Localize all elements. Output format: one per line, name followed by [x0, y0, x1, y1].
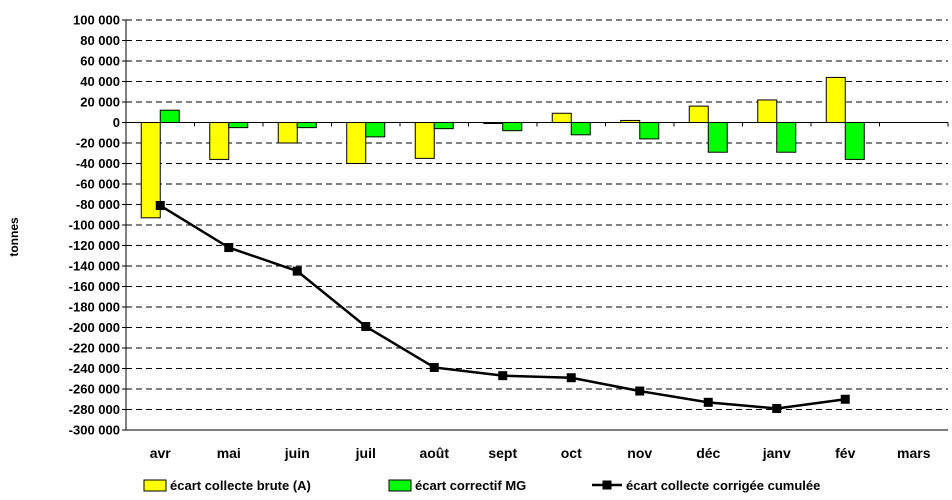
y-tick-label: 80 000 [80, 33, 120, 48]
bar-correctif-janv [776, 122, 797, 153]
y-tick-label: -80 000 [76, 197, 120, 212]
legend-swatch-correctif [388, 479, 412, 492]
y-tick-label: -260 000 [69, 382, 120, 397]
line-point-juil [361, 321, 371, 331]
legend-swatch-marker [602, 480, 612, 490]
y-tick-label: 60 000 [80, 54, 120, 69]
legend-swatch-brute [143, 479, 167, 492]
bar-correctif-juil [365, 122, 386, 138]
y-tick-label: -160 000 [69, 279, 120, 294]
bar-correctif-sept [502, 122, 523, 132]
y-tick-label: -300 000 [69, 423, 120, 438]
y-tick-label: 40 000 [80, 74, 120, 89]
x-tick-label: juil [355, 445, 376, 461]
bar-correctif-oct [570, 122, 591, 136]
y-tick-label: -140 000 [69, 259, 120, 274]
x-tick-label: mai [217, 445, 241, 461]
bar-brute-oct [551, 112, 572, 124]
y-tick-label: -100 000 [69, 218, 120, 233]
x-tick-label: avr [150, 445, 172, 461]
grid-lines [126, 19, 948, 431]
bar-brute-mai [209, 122, 230, 160]
line-point-avr [155, 201, 165, 211]
y-tick-label: -240 000 [69, 361, 120, 376]
x-tick-label: déc [696, 445, 720, 461]
line-point-janv [772, 403, 782, 413]
y-tick-label: -20 000 [76, 136, 120, 151]
x-tick-label: août [419, 445, 449, 461]
y-tick-label: -40 000 [76, 156, 120, 171]
x-tick-label: fév [835, 445, 855, 461]
x-tick-label: mars [897, 445, 931, 461]
x-tick-label: janv [762, 445, 791, 461]
y-axis-label: tonnes [7, 217, 21, 257]
y-tick-label: -280 000 [69, 402, 120, 417]
bar-brute-fév [825, 76, 846, 123]
bar-brute-août [414, 122, 435, 159]
x-tick-label: sept [488, 445, 517, 461]
axes [125, 20, 949, 431]
legend-label-brute: écart collecte brute (A) [170, 478, 311, 493]
bar-correctif-août [433, 122, 454, 130]
x-tick-label: nov [627, 445, 652, 461]
bar-brute-juin [277, 122, 298, 144]
line-point-oct [566, 373, 576, 383]
line-point-déc [703, 397, 713, 407]
line-point-sept [498, 371, 508, 381]
bars [140, 76, 865, 219]
y-tick-label: 0 [113, 115, 120, 130]
bar-brute-déc [688, 105, 709, 123]
y-tick-label: 20 000 [80, 95, 120, 110]
line-point-mai [224, 243, 234, 253]
line-point-juin [292, 266, 302, 276]
bar-correctif-nov [639, 122, 660, 140]
y-tick-label: -180 000 [69, 300, 120, 315]
legend: écart collecte brute (A) écart correctif … [143, 478, 820, 493]
x-axis-ticks: avr mai juin juil août sept oct nov déc janv fév ma… [150, 445, 931, 461]
cumulative-line [155, 201, 850, 413]
line-point-août [429, 362, 439, 372]
y-tick-label: -60 000 [76, 177, 120, 192]
bar-correctif-fév [844, 122, 865, 160]
line-point-nov [635, 386, 645, 396]
y-axis-ticks: 100 000 80 000 60 000 40 000 20 000 0 -20 000 -… [69, 13, 126, 438]
y-tick-label: -220 000 [69, 341, 120, 356]
y-tick-label: 100 000 [73, 13, 120, 28]
bar-correctif-déc [707, 122, 728, 153]
bar-correctif-juin [296, 122, 317, 129]
bar-brute-juil [346, 122, 367, 164]
legend-label-cumulee: écart collecte corrigée cumulée [626, 478, 820, 493]
x-tick-label: oct [561, 445, 582, 461]
bar-correctif-avr [159, 109, 180, 123]
x-tick-label: juin [284, 445, 310, 461]
bar-brute-janv [757, 99, 778, 123]
legend-label-correctif: écart correctif MG [415, 478, 526, 493]
y-tick-label: -120 000 [69, 238, 120, 253]
y-tick-label: -200 000 [69, 320, 120, 335]
line-point-fév [840, 394, 850, 404]
bar-correctif-mai [228, 122, 249, 129]
